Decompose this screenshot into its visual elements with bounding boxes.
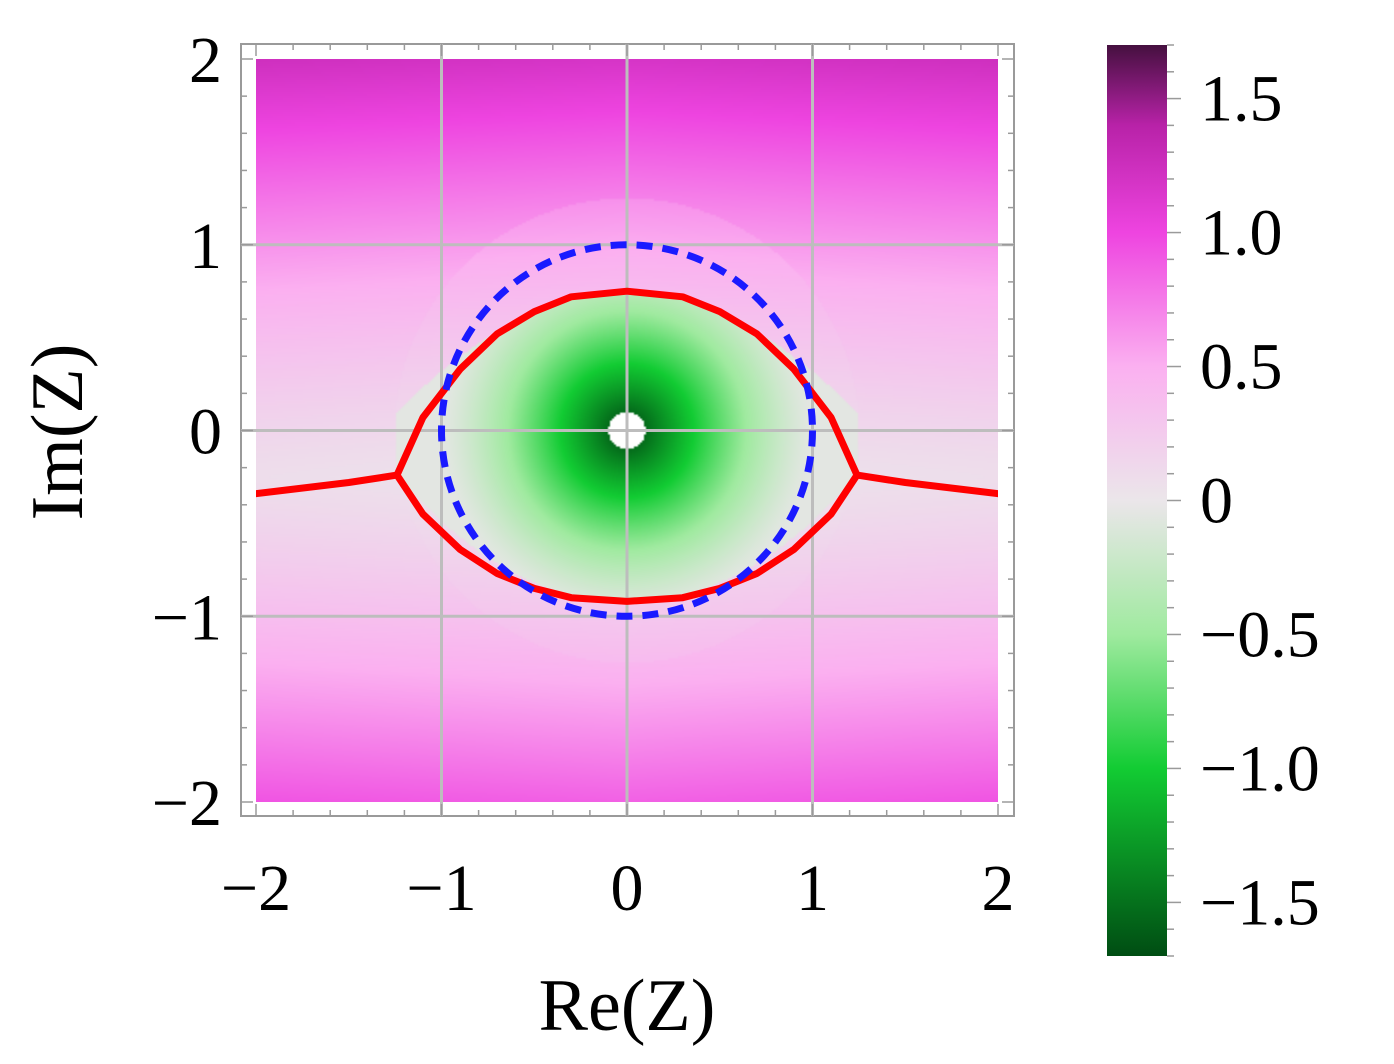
- y-tick-label: 0: [189, 396, 222, 469]
- y-tick-label: −2: [152, 767, 222, 840]
- x-tick-label: 2: [982, 852, 1015, 925]
- y-tick-labels: −2 −1 0 1 2: [152, 24, 222, 840]
- colorbar-tick-label: 1.5: [1200, 63, 1283, 136]
- y-tick-label: 1: [189, 210, 222, 283]
- x-tick-label: −1: [406, 852, 476, 925]
- colorbar-tick-label: −0.5: [1200, 598, 1320, 671]
- boundary-curve-3: [393, 471, 861, 605]
- colorbar: 1.5 1.0 0.5 0 −0.5 −1.0 −1.5: [1107, 44, 1320, 957]
- colorbar-tick-labels: 1.5 1.0 0.5 0 −0.5 −1.0 −1.5: [1200, 63, 1320, 940]
- colorbar-tick-label: 0.5: [1200, 331, 1283, 404]
- y-tick-label: 2: [189, 24, 222, 97]
- frame-ticks: [241, 44, 1014, 816]
- curves: [256, 241, 998, 620]
- colorbar-tick-label: 0: [1200, 465, 1233, 538]
- plot-area: −2 −1 0 1 2 −2 −1 0 1 2: [152, 24, 1015, 925]
- colorbar-gradient: [1107, 45, 1167, 956]
- x-axis-label: Re(Z): [539, 965, 716, 1047]
- x-tick-label: 0: [611, 852, 644, 925]
- colorbar-ticks: [1167, 44, 1181, 957]
- x-tick-labels: −2 −1 0 1 2: [221, 852, 1015, 925]
- boundary-curve-0: [256, 471, 401, 498]
- y-tick-label: −1: [152, 581, 222, 654]
- colorbar-tick-label: −1.0: [1200, 732, 1320, 805]
- gridlines: [241, 44, 1014, 816]
- y-axis-label: Im(Z): [17, 344, 99, 521]
- x-tick-label: 1: [796, 852, 829, 925]
- colorbar-tick-label: −1.5: [1200, 866, 1320, 939]
- colorbar-tick-label: 1.0: [1200, 197, 1283, 270]
- x-tick-label: −2: [221, 852, 291, 925]
- boundary-curve-2: [393, 287, 861, 479]
- unit-circle-dashed: [438, 241, 816, 620]
- boundary-curve-1: [853, 471, 998, 498]
